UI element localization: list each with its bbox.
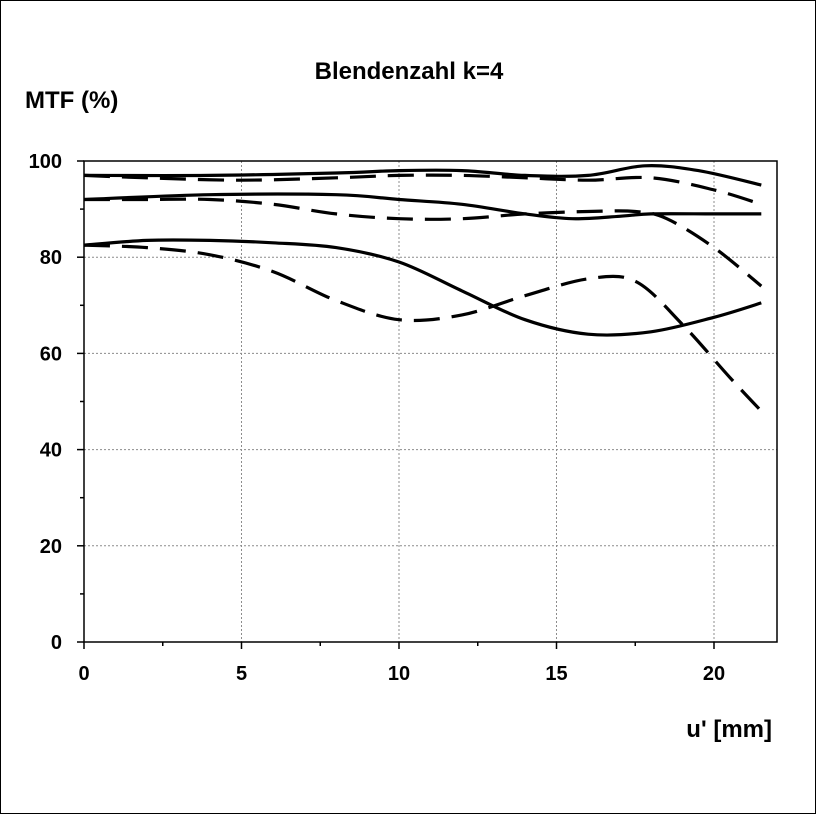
series-line-5	[83, 238, 762, 337]
x-tick-label: 15	[545, 663, 567, 685]
chart-title: Blendenzahl k=4	[315, 58, 504, 85]
y-tick-label: 80	[40, 247, 62, 269]
x-tick-label: 0	[78, 663, 89, 685]
x-tick-label: 10	[388, 663, 410, 685]
x-tick-label: 5	[236, 663, 247, 685]
y-axis-title: MTF (%)	[25, 87, 118, 114]
ticks-group: 0 5 10 15 20 0 20 40 60 80 100	[29, 151, 726, 685]
y-tick-label: 40	[40, 440, 62, 462]
y-tick-label: 60	[40, 343, 62, 365]
y-tick-label: 100	[29, 151, 62, 173]
x-tick-label: 20	[703, 663, 725, 685]
grid	[84, 161, 777, 642]
x-axis-title: u' [mm]	[686, 716, 772, 743]
series-line-4	[84, 197, 763, 288]
y-tick-label: 0	[51, 632, 62, 654]
series-line-6	[83, 243, 763, 413]
y-tick-label: 20	[40, 536, 62, 558]
series-group	[83, 164, 763, 413]
series-line-1	[83, 164, 762, 187]
series-line-2	[83, 173, 762, 206]
plot-border	[83, 160, 778, 643]
plot-area	[83, 160, 778, 643]
